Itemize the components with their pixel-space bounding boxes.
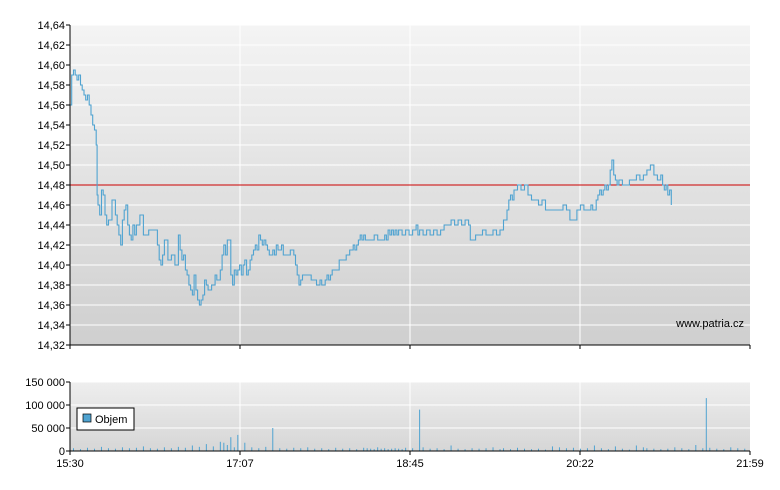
price-y-tick-label: 14,40 [37,260,65,272]
price-series [70,69,672,306]
x-axis: 15:30 17:07 18:45 20:22 21:59 [56,458,764,470]
price-y-tick-label: 14,50 [37,160,65,172]
price-y-tick-label: 14,56 [37,100,65,112]
price-axes [69,25,751,349]
x-tick-label: 21:59 [736,458,764,470]
watermark-text: www.patria.cz [675,318,744,330]
volume-y-tick-label: 0 [59,446,65,458]
price-y-tick-label: 14,42 [37,240,65,252]
price-y-tick-label: 14,54 [37,120,65,132]
price-y-tick-label: 14,58 [37,80,65,92]
price-panel: 14,32 14,34 14,36 14,38 14,40 14,42 14,44 14,46… [37,20,751,352]
price-y-tick-label: 14,44 [37,220,65,232]
volume-axes [69,382,751,455]
volume-panel: 0 50 000 100 000 150 000 15:30 17:07 18:45 20:… [25,377,764,470]
legend-swatch [82,413,92,423]
volume-y-tick-label: 50 000 [31,423,65,435]
x-tick-label: 18:45 [396,458,424,470]
legend-box [76,407,135,431]
price-y-tick-label: 14,48 [37,180,65,192]
price-y-tick-label: 14,62 [37,40,65,52]
price-y-tick-label: 14,46 [37,200,65,212]
price-y-tick-label: 14,36 [37,300,65,312]
legend-label: Objem [95,414,127,426]
price-y-tick-label: 14,52 [37,140,65,152]
volume-y-axis: 0 50 000 100 000 150 000 [25,377,70,458]
price-y-tick-label: 14,64 [37,20,65,32]
legend: Objem [76,407,135,431]
price-y-tick-label: 14,34 [37,320,65,332]
volume-y-tick-label: 150 000 [25,377,65,389]
x-tick-label: 17:07 [226,458,254,470]
price-y-tick-label: 14,32 [37,340,65,352]
x-tick-label: 15:30 [56,458,84,470]
price-y-axis: 14,32 14,34 14,36 14,38 14,40 14,42 14,44 14,46… [37,20,70,352]
price-y-tick-label: 14,60 [37,60,65,72]
x-tick-label: 20:22 [566,458,594,470]
volume-y-tick-label: 100 000 [25,400,65,412]
price-line [70,69,672,306]
price-y-tick-label: 14,38 [37,280,65,292]
